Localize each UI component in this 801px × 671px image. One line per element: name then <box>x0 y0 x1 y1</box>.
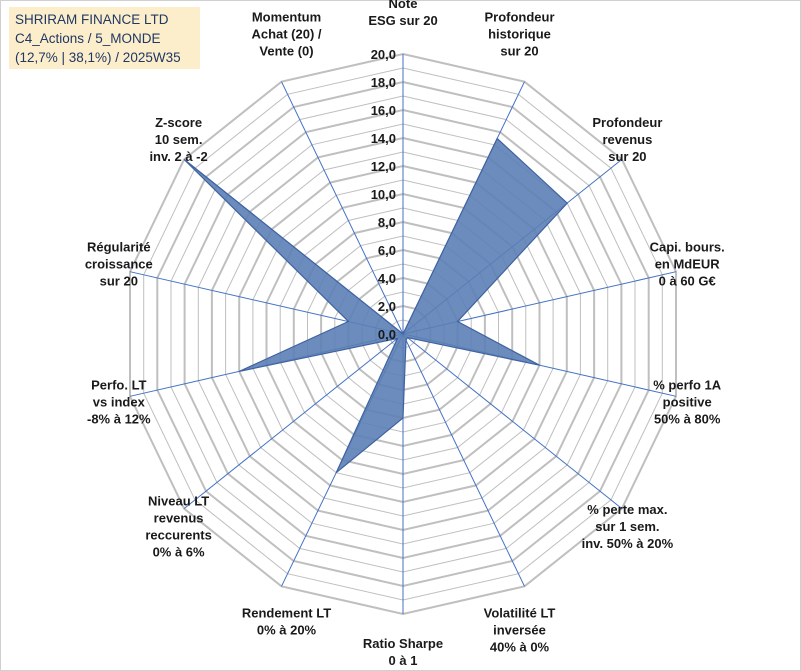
axis-label-line: revenus <box>602 132 652 147</box>
tick-label: 18,0 <box>371 75 396 90</box>
axis-label-line: ESG sur 20 <box>368 13 437 28</box>
axis-label-line: Profondeur <box>592 115 662 130</box>
axis-label-line: inv. 50% à 20% <box>582 536 674 551</box>
axis-label: Ratio Sharpe 0 à 1 <box>363 636 443 668</box>
title-line-category: C4_Actions / 5_MONDE <box>15 31 161 46</box>
axis-label-line: 0 à 60 G€ <box>659 274 716 289</box>
radar-tick-labels: 0,0 2,0 4,0 6,0 8,0 10,0 12,0 14,0 16,0 18,0 20,0 <box>371 47 396 342</box>
axis-spoke <box>281 81 404 335</box>
axis-label-line: Achat (20) / <box>251 27 321 42</box>
tick-label: 20,0 <box>371 47 396 62</box>
axis-label-line: 0 à 1 <box>389 653 418 668</box>
axis-label-line: Capi. bours. <box>650 240 725 255</box>
axis-label-line: revenus <box>154 510 204 525</box>
axis-label: Régularité croissance sur 20 <box>85 240 153 289</box>
axis-label: Volatilité LT inversée 40% à 0% <box>484 605 556 654</box>
axis-label-line: Z-score <box>155 115 202 130</box>
axis-spoke <box>183 333 404 509</box>
axis-label-line: Profondeur <box>484 10 554 25</box>
axis-label-line: reccurents <box>145 527 211 542</box>
axis-label-line: sur 20 <box>100 274 138 289</box>
tick-label: 0,0 <box>378 327 396 342</box>
axis-label-line: sur 20 <box>608 149 646 164</box>
axis-label-line: Perfo. LT <box>91 378 146 393</box>
axis-label-line: sur 1 sem. <box>595 519 659 534</box>
axis-label-line: en MdEUR <box>655 257 721 272</box>
axis-label: Z-score 10 sem. inv. 2 à -2 <box>149 115 207 164</box>
axis-label-line: inversée <box>493 622 546 637</box>
axis-spoke <box>402 333 623 509</box>
axis-label-line: positive <box>663 395 712 410</box>
tick-label: 8,0 <box>378 215 396 230</box>
axis-label-line: vs index <box>93 395 146 410</box>
axis-label: Momentum Achat (20) / Vente (0) <box>251 10 321 59</box>
axis-label-line: croissance <box>85 257 153 272</box>
tick-label: 16,0 <box>371 103 396 118</box>
tick-label: 10,0 <box>371 187 396 202</box>
axis-label-line: 0% à 6% <box>153 544 205 559</box>
tick-label: 14,0 <box>371 131 396 146</box>
series-area <box>183 137 569 474</box>
axis-label-line: % perfo 1A <box>653 378 722 393</box>
axis-label-line: Momentum <box>252 10 321 25</box>
radar-series <box>183 137 569 474</box>
axis-label: Niveau LT revenus reccurents 0% à 6% <box>145 493 211 559</box>
axis-label-line: Rendement LT <box>242 605 331 620</box>
axis-label-line: % perte max. <box>587 502 667 517</box>
axis-label-line: Note <box>389 0 418 11</box>
axis-label-line: Ratio Sharpe <box>363 636 443 651</box>
axis-label: Perfo. LT vs index -8% à 12% <box>87 378 151 427</box>
axis-label: % perte max. sur 1 sem. inv. 50% à 20% <box>582 502 674 551</box>
chart-title-box: SHRIRAM FINANCE LTD C4_Actions / 5_MONDE… <box>9 7 200 69</box>
title-line-stats: (12,7% | 38,1%) / 2025W35 <box>15 50 181 65</box>
tick-label: 2,0 <box>378 299 396 314</box>
axis-label-line: 0% à 20% <box>257 622 317 637</box>
tick-label: 6,0 <box>378 243 396 258</box>
axis-label-line: -8% à 12% <box>87 412 151 427</box>
axis-label-line: sur 20 <box>500 44 538 59</box>
axis-label-line: historique <box>488 27 551 42</box>
axis-label-line: Niveau LT <box>148 493 209 508</box>
axis-label-line: inv. 2 à -2 <box>149 149 207 164</box>
tick-label: 4,0 <box>378 271 396 286</box>
axis-label: Capi. bours. en MdEUR 0 à 60 G€ <box>650 240 725 289</box>
axis-label: % perfo 1A positive 50% à 80% <box>653 378 722 427</box>
axis-label-line: Volatilité LT <box>484 605 556 620</box>
axis-label: Rendement LT 0% à 20% <box>242 605 331 637</box>
radar-axis-labels: Note ESG sur 20 Profondeur historique sur 20… <box>85 0 725 668</box>
axis-label-line: 50% à 80% <box>654 412 721 427</box>
axis-label-line: Régularité <box>87 240 151 255</box>
axis-label-line: Vente (0) <box>259 44 313 59</box>
axis-label: Profondeur historique sur 20 <box>484 10 554 59</box>
axis-label-line: 40% à 0% <box>490 639 550 654</box>
axis-label: Note ESG sur 20 <box>368 0 437 28</box>
title-line-company: SHRIRAM FINANCE LTD <box>15 12 169 27</box>
tick-label: 12,0 <box>371 159 396 174</box>
axis-label: Profondeur revenus sur 20 <box>592 115 662 164</box>
axis-label-line: 10 sem. <box>155 132 203 147</box>
axis-spoke <box>402 333 525 587</box>
